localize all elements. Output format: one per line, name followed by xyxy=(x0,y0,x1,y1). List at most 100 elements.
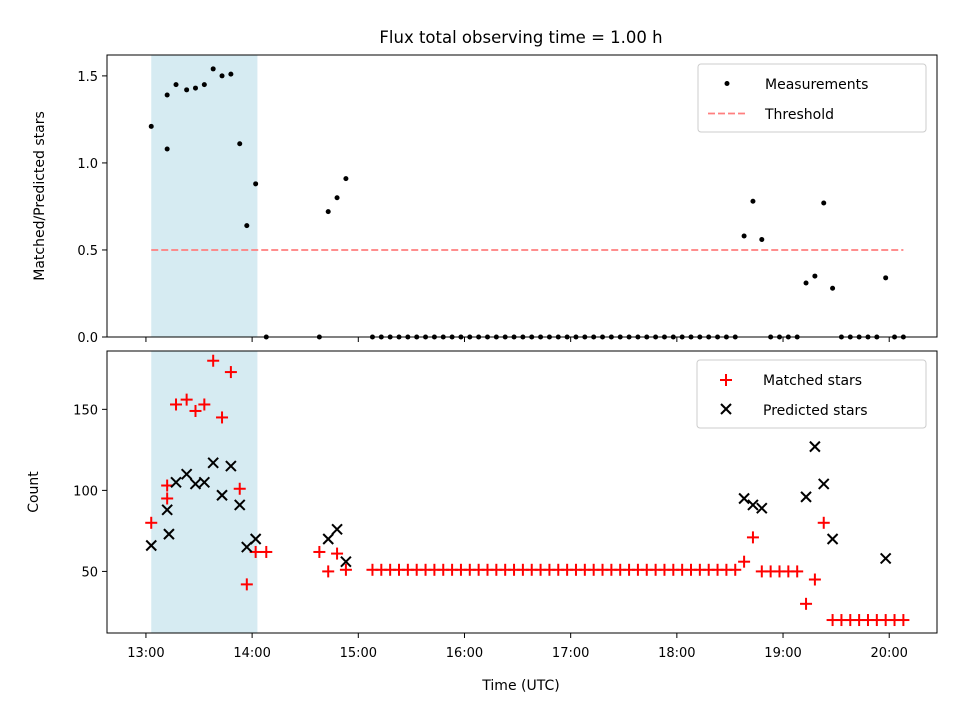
predicted-star-point xyxy=(161,504,173,516)
highlight-span xyxy=(151,351,258,633)
matched-star-point xyxy=(339,563,352,576)
predicted-star-point xyxy=(249,533,262,545)
measurement-point xyxy=(210,66,216,72)
top-panel-frame xyxy=(106,54,938,338)
measurement-point xyxy=(803,280,809,286)
bottom-panel: 50 100 150 13:00 14:00 15:00 16:00 17:00 18:00 1… xyxy=(26,350,938,661)
x-tick-label: 20:00 xyxy=(870,646,907,661)
matched-star-point xyxy=(897,614,910,627)
matched-star-point xyxy=(800,597,813,610)
measurement-point xyxy=(343,176,349,182)
bottom-legend: Matched stars Predicted stars xyxy=(696,359,927,429)
predicted-star-point xyxy=(198,476,211,488)
top-legend-box xyxy=(697,63,927,133)
predicted-star-point xyxy=(818,478,830,490)
matched-star-point xyxy=(817,516,830,529)
predicted-star-point xyxy=(225,460,237,472)
legend-measurements-label: Measurements xyxy=(765,77,868,93)
legend-measurements-marker xyxy=(724,81,730,86)
x-tick-label: 15:00 xyxy=(340,646,377,661)
x-tick-label: 18:00 xyxy=(658,646,695,661)
measurement-point xyxy=(219,73,225,79)
chart-title: Flux total observing time = 1.00 h xyxy=(379,28,662,47)
bottom-legend-box xyxy=(696,359,927,429)
matched-star-point xyxy=(233,482,246,495)
predicted-star-point xyxy=(180,468,193,480)
matched-star-point xyxy=(216,411,229,424)
predicted-star-point xyxy=(756,502,768,514)
measurement-point xyxy=(750,198,756,204)
matched-star-point xyxy=(180,393,193,406)
y-tick-label: 150 xyxy=(73,403,98,418)
x-tick-label: 13:00 xyxy=(127,646,164,661)
predicted-star-point xyxy=(207,457,219,469)
bottom-panel-frame xyxy=(106,350,938,634)
legend-predicted-label: Predicted stars xyxy=(763,403,868,419)
y-tick-label: 50 xyxy=(81,565,98,580)
top-y-axis-label: Matched/Predicted stars xyxy=(32,111,48,281)
matched-star-point xyxy=(313,545,326,558)
measurement-point xyxy=(759,237,765,243)
predicted-star-point xyxy=(800,491,812,503)
measurement-point xyxy=(184,87,190,93)
measurement-point xyxy=(201,82,207,88)
matched-star-point xyxy=(322,565,335,578)
legend-matched-label: Matched stars xyxy=(763,373,862,389)
matched-star-point xyxy=(746,531,759,544)
matched-star-point xyxy=(240,578,253,591)
measurement-point xyxy=(164,92,170,98)
y-tick-label: 1.5 xyxy=(77,70,98,85)
x-tick-label: 14:00 xyxy=(233,646,270,661)
measurement-point xyxy=(164,146,170,152)
predicted-star-point xyxy=(163,528,175,540)
y-tick-label: 0.0 xyxy=(77,331,98,346)
measurement-point xyxy=(334,195,340,201)
measurement-point xyxy=(173,82,179,88)
measurement-point xyxy=(244,223,250,229)
matched-star-point xyxy=(791,565,804,578)
measurement-point xyxy=(812,273,818,279)
x-axis-label: Time (UTC) xyxy=(481,678,559,694)
y-tick-label: 100 xyxy=(73,484,98,499)
predicted-star-point xyxy=(322,533,334,545)
measurement-point xyxy=(192,85,198,91)
legend-predicted-marker xyxy=(720,403,732,415)
matched-star-point xyxy=(198,398,211,411)
y-tick-label: 1.0 xyxy=(77,157,98,172)
matched-star-point xyxy=(224,366,237,379)
measurement-point xyxy=(821,200,827,206)
matched-star-point xyxy=(260,545,273,558)
measurement-point xyxy=(325,209,331,215)
bottom-y-axis-label: Count xyxy=(26,471,42,513)
legend-threshold-label: Threshold xyxy=(764,107,834,123)
matched-star-point xyxy=(729,563,742,576)
predicted-star-point xyxy=(234,499,246,511)
predicted-star-point xyxy=(738,492,750,505)
highlight-span xyxy=(151,55,258,337)
matched-star-point xyxy=(161,492,174,505)
x-tick-label: 16:00 xyxy=(446,646,483,661)
top-legend: Measurements Threshold xyxy=(697,63,927,133)
predicted-star-point xyxy=(809,440,821,453)
predicted-star-point xyxy=(331,523,343,535)
top-panel: 0.0 0.5 1.0 1.5 Matched/Predicted stars Mea… xyxy=(32,54,938,346)
measurement-point xyxy=(237,141,243,147)
y-tick-label: 0.5 xyxy=(77,244,98,259)
measurement-point xyxy=(741,233,747,239)
predicted-star-point xyxy=(826,533,839,545)
predicted-star-point xyxy=(189,478,202,490)
predicted-star-point xyxy=(241,541,253,553)
matched-star-point xyxy=(161,479,174,492)
measurement-point xyxy=(228,71,234,77)
predicted-star-point xyxy=(145,539,157,552)
matched-star-point xyxy=(207,354,220,367)
matched-star-point xyxy=(331,547,344,560)
matched-star-point xyxy=(189,404,202,417)
matched-star-point xyxy=(145,516,158,529)
x-tick-label: 17:00 xyxy=(552,646,589,661)
matched-star-point xyxy=(170,398,183,411)
predicted-star-point xyxy=(170,476,182,488)
matched-star-point xyxy=(808,573,821,586)
measurement-point xyxy=(883,275,889,281)
